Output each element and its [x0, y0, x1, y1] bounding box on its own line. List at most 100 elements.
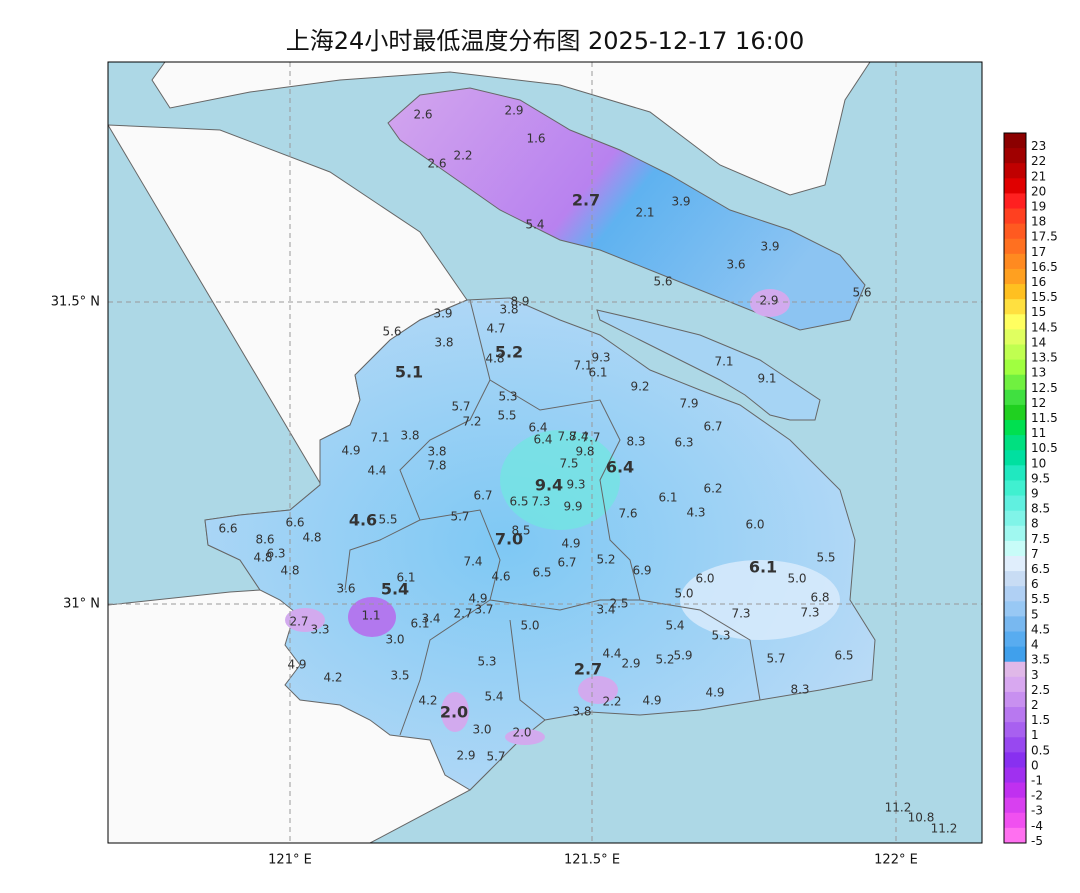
station-value: 4.9	[561, 537, 580, 551]
station-value: 2.5	[609, 597, 628, 611]
station-value: 6.9	[632, 564, 651, 578]
colorbar-label: 17.5	[1031, 230, 1058, 244]
colorbar-cell	[1004, 646, 1026, 663]
station-value: 6.0	[695, 572, 714, 586]
station-value: 2.6	[413, 108, 432, 122]
station-value: 5.7	[766, 652, 785, 666]
station-value: 7.2	[462, 415, 481, 429]
colorbar-cell	[1004, 208, 1026, 225]
station-value: 4.6	[491, 570, 510, 584]
station-value: 5.2	[596, 553, 615, 567]
station-value: 3.4	[596, 603, 615, 617]
colorbar-label: 6	[1031, 577, 1039, 591]
colorbar-cell	[1004, 299, 1026, 315]
station-value: 8.3	[790, 683, 809, 697]
lat-label: 31° N	[63, 597, 100, 612]
station-value: 6.8	[810, 591, 829, 605]
station-value: 6.3	[266, 547, 285, 561]
station-value: 5.4	[484, 690, 503, 704]
colorbar-label: 0	[1031, 758, 1039, 772]
station-value: 8.3	[626, 435, 645, 449]
station-value: 2.9	[504, 104, 523, 118]
cold-zone	[285, 608, 325, 632]
colorbar-cell	[1004, 616, 1026, 633]
district-border	[489, 379, 761, 701]
station-value: 3.0	[472, 723, 491, 737]
colorbar-label: 5.5	[1031, 592, 1050, 606]
region-value: 5.1	[395, 363, 423, 382]
colorbar-label: 4.5	[1031, 622, 1050, 636]
warm-zone	[500, 430, 620, 530]
station-value: 3.9	[433, 307, 452, 321]
district-border	[489, 599, 640, 611]
station-value: 6.5	[509, 495, 528, 509]
colorbar-cell	[1004, 238, 1026, 255]
colorbar-cell	[1004, 812, 1026, 829]
colorbar-label: 4	[1031, 638, 1039, 652]
region-value: 6.4	[606, 458, 634, 477]
colorbar-label: -4	[1031, 819, 1043, 833]
station-value: 6.1	[396, 571, 415, 585]
station-value: 5.5	[378, 513, 397, 527]
colorbar-cell	[1004, 676, 1026, 693]
station-value: 11.2	[931, 822, 958, 836]
colorbar-cell	[1004, 420, 1026, 436]
colorbar-cell	[1004, 827, 1026, 844]
colorbar-label: 22	[1031, 154, 1046, 168]
colorbar-cell	[1004, 737, 1026, 753]
station-value: 5.5	[816, 551, 835, 565]
station-value: 5.0	[520, 619, 539, 633]
station-value: 9.9	[563, 500, 582, 514]
colorbar-cell	[1004, 435, 1026, 451]
colorbar-cell	[1004, 450, 1026, 466]
station-value: 1.1	[361, 609, 380, 623]
station-value: 7.1	[573, 359, 592, 373]
colorbar-label: 10	[1031, 456, 1046, 470]
cold-zone	[750, 289, 790, 317]
colorbar-label: 14	[1031, 335, 1046, 349]
colorbar-label: -3	[1031, 804, 1043, 818]
station-value: 4.8	[253, 551, 272, 565]
colorbar-label: 11	[1031, 426, 1046, 440]
station-value: 5.3	[711, 629, 730, 643]
station-value: 6.5	[834, 649, 853, 663]
station-value: 4.9	[468, 592, 487, 606]
colorbar-label: 11.5	[1031, 411, 1058, 425]
station-value: 6.2	[703, 482, 722, 496]
station-value: 5.6	[852, 286, 871, 300]
station-value: 7.4	[463, 555, 482, 569]
changxing-island	[596, 309, 821, 421]
station-value: 9.3	[591, 351, 610, 365]
colorbar-frame	[1003, 132, 1027, 844]
station-value: 5.3	[498, 390, 517, 404]
station-value: 7.1	[714, 355, 733, 369]
district-border	[344, 299, 491, 591]
lon-label: 122° E	[874, 853, 918, 868]
station-value: 2.9	[621, 657, 640, 671]
colorbar-cell	[1004, 465, 1026, 481]
region-value: 5.4	[381, 580, 409, 599]
station-value: 3.3	[310, 623, 329, 637]
station-value: 5.2	[655, 653, 674, 667]
colorbar-cell	[1004, 404, 1026, 421]
station-value: 6.6	[218, 522, 237, 536]
colorbar-label: 8.5	[1031, 502, 1050, 516]
region-value: 9.4	[535, 476, 563, 495]
colorbar-cell	[1004, 389, 1026, 406]
station-value: 4.3	[686, 506, 705, 520]
colorbar-label: 6.5	[1031, 562, 1050, 576]
station-value: 3.8	[427, 445, 446, 459]
station-value: 4.9	[341, 444, 360, 458]
colorbar-cell	[1004, 284, 1026, 300]
station-value: 7.5	[559, 457, 578, 471]
station-value: 7.9	[679, 397, 698, 411]
station-value: 6.1	[588, 366, 607, 380]
colorbar-label: 3.5	[1031, 653, 1050, 667]
station-value: 2.9	[456, 749, 475, 763]
colorbar-cell	[1004, 163, 1026, 179]
colorbar-cell	[1004, 359, 1026, 376]
station-value: 3.8	[499, 303, 518, 317]
station-value: 5.7	[451, 400, 470, 414]
